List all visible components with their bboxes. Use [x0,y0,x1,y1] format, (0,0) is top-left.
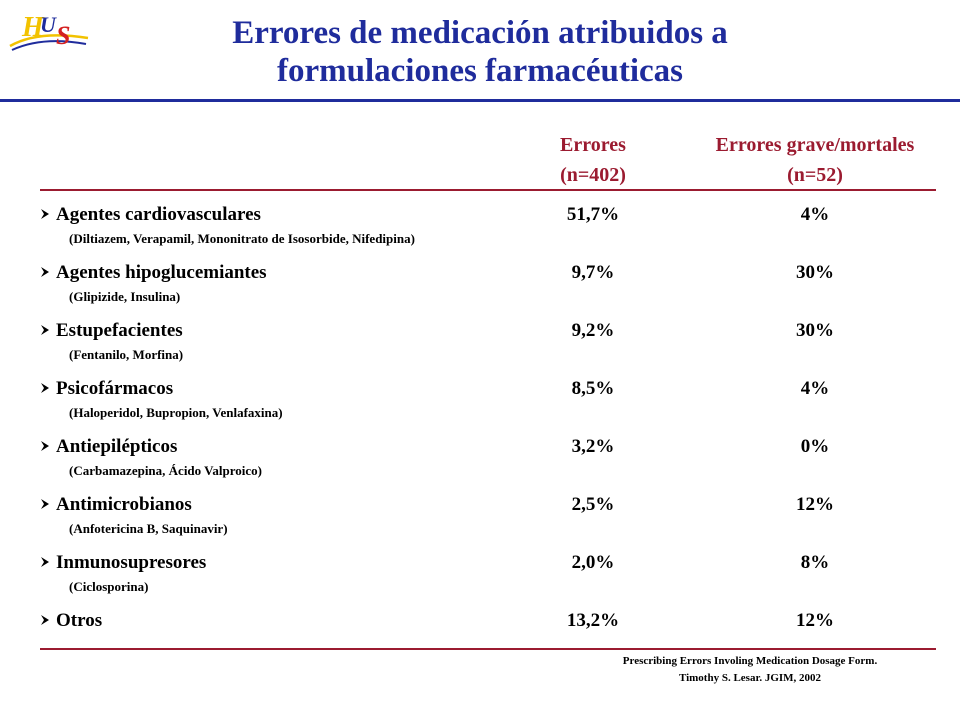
row-category: Estupefacientes [56,320,183,341]
row-graves-value: 12% [796,494,834,515]
arrowhead-bullet-icon [41,499,49,509]
title-line-2: formulaciones farmacéuticas [277,53,683,89]
row-category: Agentes cardiovasculares [56,204,261,225]
title-line-1: Errores de medicación atribuidos a [232,15,728,51]
row-examples: (Carbamazepina, Ácido Valproico) [69,463,262,478]
table-row: Antimicrobianos (Anfotericina B, Saquinav… [0,493,960,549]
row-category: Otros [56,610,103,631]
row-graves-value: 0% [800,436,830,457]
reference-citation: Prescribing Errors Involing Medication D… [560,653,940,687]
row-category: Inmunosupresores [56,552,207,573]
row-examples: (Diltiazem, Verapamil, Mononitrato de Is… [69,231,415,246]
row-graves-value: 8% [800,552,830,573]
hus-logo-icon: H U S [9,12,89,51]
row-errores-value: 9,2% [571,320,615,341]
row-examples: (Ciclosporina) [69,579,149,594]
table-top-rule [40,189,936,191]
title-divider [0,99,960,102]
page-title: Errores de medicación atribuidos a formu… [0,14,960,90]
row-errores-value: 51,7% [566,204,620,225]
row-examples: (Anfotericina B, Saquinavir) [69,521,228,536]
table-row: Otros 13,2% 12% [0,609,960,665]
reference-line-2: Timothy S. Lesar. JGIM, 2002 [678,672,822,684]
row-graves-value: 12% [796,610,834,631]
table-row: Antiepilépticos (Carbamazepina, Ácido Val… [0,435,960,491]
column-header-label: Errores grave/mortales [715,134,915,156]
row-graves-value: 4% [800,204,830,225]
row-errores-value: 2,0% [571,552,615,573]
row-graves-value: 30% [796,320,834,341]
row-graves-value: 4% [800,378,830,399]
column-header-n: (n=402) [560,164,626,186]
column-header-label: Errores [560,134,626,156]
row-examples: (Haloperidol, Bupropion, Venlafaxina) [69,405,283,420]
arrowhead-bullet-icon [41,325,49,335]
table-row: Agentes hipoglucemiantes (Glipizide, Insu… [0,261,960,317]
row-category: Psicofármacos [56,378,174,399]
column-header-errores: Errores (n=402) [528,130,658,190]
arrowhead-bullet-icon [41,209,49,219]
row-examples: (Glipizide, Insulina) [69,289,181,304]
arrowhead-bullet-icon [41,557,49,567]
row-graves-value: 30% [796,262,834,283]
row-category: Agentes hipoglucemiantes [56,262,267,283]
reference-line-1: Prescribing Errors Involing Medication D… [622,655,878,667]
table-row: Estupefacientes (Fentanilo, Morfina) 9,2% 3… [0,319,960,375]
row-category: Antimicrobianos [56,494,192,515]
svg-text:H: H [21,12,45,43]
arrowhead-bullet-icon [41,267,49,277]
svg-text:U: U [40,12,57,37]
row-errores-value: 3,2% [571,436,615,457]
row-errores-value: 2,5% [571,494,615,515]
row-examples: (Fentanilo, Morfina) [69,347,184,362]
arrowhead-bullet-icon [41,615,49,625]
svg-text:S: S [56,21,70,50]
table-bottom-rule [40,648,936,650]
table-row: Psicofármacos (Haloperidol, Bupropion, Ve… [0,377,960,433]
row-errores-value: 8,5% [571,378,615,399]
arrowhead-bullet-icon [41,441,49,451]
column-header-n: (n=52) [787,164,843,186]
column-header-graves: Errores grave/mortales (n=52) [680,130,950,190]
table-row: Inmunosupresores (Ciclosporina) 2,0% 8% [0,551,960,607]
arrowhead-bullet-icon [41,383,49,393]
row-errores-value: 9,7% [571,262,615,283]
row-errores-value: 13,2% [566,610,620,631]
table-row: Agentes cardiovasculares (Diltiazem, Vera… [0,203,960,259]
row-category: Antiepilépticos [56,436,178,457]
